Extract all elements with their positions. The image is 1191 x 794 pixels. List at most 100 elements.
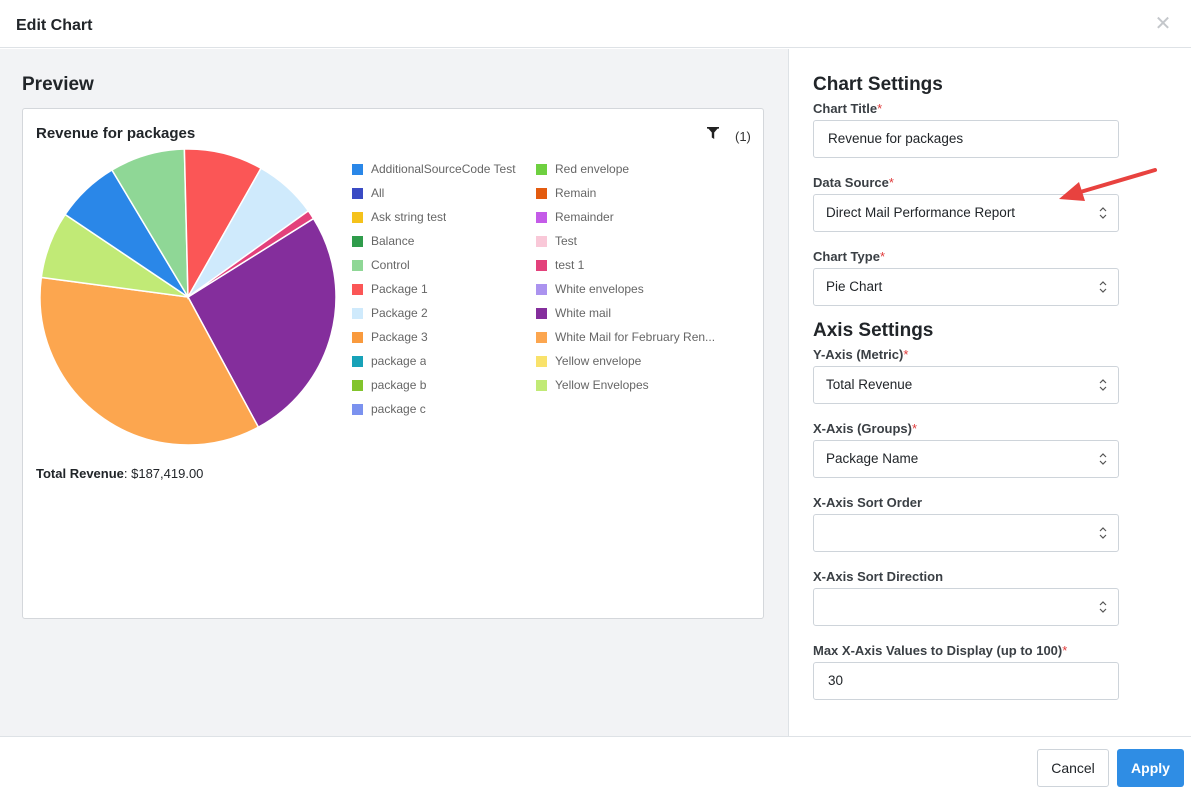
legend-swatch xyxy=(536,283,547,295)
legend-swatch xyxy=(536,307,547,319)
legend-swatch xyxy=(536,355,547,367)
close-icon[interactable]: ✕ xyxy=(1154,11,1172,35)
legend-label: Balance xyxy=(371,234,415,248)
select-arrows-icon xyxy=(1099,527,1107,539)
settings-pane: Chart Settings Chart Title* Revenue for … xyxy=(789,49,1191,736)
legend-item[interactable]: package c xyxy=(352,401,426,417)
legend-item[interactable]: Yellow Envelopes xyxy=(536,377,649,393)
legend-label: Package 2 xyxy=(371,306,428,320)
legend-item[interactable]: White Mail for February Ren... xyxy=(536,329,715,345)
pie-chart xyxy=(39,148,337,446)
x-axis-label: X-Axis (Groups)* xyxy=(813,421,918,436)
legend-item[interactable]: package b xyxy=(352,377,426,393)
data-source-label: Data Source* xyxy=(813,175,894,190)
max-values-input[interactable]: 30 xyxy=(813,662,1119,700)
max-values-label: Max X-Axis Values to Display (up to 100)… xyxy=(813,643,1068,658)
annotation-arrow xyxy=(1059,168,1157,201)
legend-item[interactable]: Test xyxy=(536,233,577,249)
legend-item[interactable]: package a xyxy=(352,353,426,369)
legend-label: Yellow Envelopes xyxy=(555,378,649,392)
legend-item[interactable]: Remain xyxy=(536,185,596,201)
select-arrows-icon xyxy=(1099,207,1107,219)
legend-swatch xyxy=(352,379,363,391)
legend-swatch xyxy=(352,163,363,175)
legend-label: Control xyxy=(371,258,410,272)
legend-label: package b xyxy=(371,378,427,392)
pie-slice[interactable] xyxy=(187,217,337,429)
chart-title-input[interactable]: Revenue for packages xyxy=(813,120,1119,158)
chart-type-value: Pie Chart xyxy=(826,279,883,294)
legend-item[interactable]: Package 3 xyxy=(352,329,428,345)
x-sort-order-select[interactable] xyxy=(813,514,1119,552)
legend-label: package c xyxy=(371,402,426,416)
legend-swatch xyxy=(352,235,363,247)
data-source-value: Direct Mail Performance Report xyxy=(826,205,1016,220)
legend-swatch xyxy=(536,379,547,391)
legend-label: Test xyxy=(555,234,578,248)
legend-label: White Mail for February Ren... xyxy=(555,330,716,344)
legend-swatch xyxy=(536,187,547,199)
legend-label: Remainder xyxy=(555,210,614,224)
legend-swatch xyxy=(352,403,363,415)
legend-swatch xyxy=(352,283,363,295)
legend-item[interactable]: Balance xyxy=(352,233,414,249)
legend-label: AdditionalSourceCode Test xyxy=(371,162,516,176)
legend-swatch xyxy=(536,163,547,175)
chart-settings-heading: Chart Settings xyxy=(813,74,943,95)
dialog-footer: Cancel Apply xyxy=(0,736,1191,794)
apply-button[interactable]: Apply xyxy=(1117,749,1184,787)
chart-type-select[interactable]: Pie Chart xyxy=(813,268,1119,306)
y-axis-label: Y-Axis (Metric)* xyxy=(813,347,909,362)
legend-item[interactable]: AdditionalSourceCode Test xyxy=(352,161,516,177)
legend-label: All xyxy=(371,186,385,200)
y-axis-value: Total Revenue xyxy=(826,377,913,392)
x-sort-direction-select[interactable] xyxy=(813,588,1119,626)
legend-swatch xyxy=(536,211,547,223)
preview-heading: Preview xyxy=(22,74,94,95)
filter-icon[interactable] xyxy=(706,126,720,140)
legend-item[interactable]: Remainder xyxy=(536,209,614,225)
pie-slice[interactable] xyxy=(39,276,260,446)
chart-card: Revenue for packages (1) AdditionalSourc… xyxy=(22,108,764,619)
legend-swatch xyxy=(536,259,547,271)
legend-item[interactable]: test 1 xyxy=(536,257,584,273)
legend-item[interactable]: Package 2 xyxy=(352,305,428,321)
total-revenue-label: Total Revenue xyxy=(36,466,124,481)
x-axis-select[interactable]: Package Name xyxy=(813,440,1119,478)
legend-item[interactable]: Package 1 xyxy=(352,281,428,297)
legend-item[interactable]: Yellow envelope xyxy=(536,353,641,369)
axis-settings-heading: Axis Settings xyxy=(813,320,934,341)
legend-swatch xyxy=(352,307,363,319)
data-source-select[interactable]: Direct Mail Performance Report xyxy=(813,194,1119,232)
legend-item[interactable]: All xyxy=(352,185,384,201)
legend-item[interactable]: Red envelope xyxy=(536,161,629,177)
x-sort-order-label: X-Axis Sort Order xyxy=(813,495,923,510)
total-revenue: Total Revenue: $187,419.00 xyxy=(36,466,203,481)
chart-type-label: Chart Type* xyxy=(813,249,885,264)
legend-swatch xyxy=(536,235,547,247)
preview-pane: Preview Revenue for packages (1) Additio… xyxy=(0,49,788,736)
legend-item[interactable]: White envelopes xyxy=(536,281,644,297)
legend-swatch xyxy=(352,211,363,223)
legend-item[interactable]: White mail xyxy=(536,305,611,321)
select-arrows-icon xyxy=(1099,281,1107,293)
pie-slice[interactable] xyxy=(187,209,315,298)
legend-swatch xyxy=(352,187,363,199)
legend-swatch xyxy=(352,355,363,367)
legend-swatch xyxy=(352,331,363,343)
pane-divider xyxy=(788,49,789,736)
legend-item[interactable]: Ask string test xyxy=(352,209,446,225)
y-axis-select[interactable]: Total Revenue xyxy=(813,366,1119,404)
legend-label: Red envelope xyxy=(555,162,630,176)
x-axis-value: Package Name xyxy=(826,451,919,466)
legend-label: test 1 xyxy=(555,258,585,272)
legend-swatch xyxy=(536,331,547,343)
legend-label: Package 3 xyxy=(371,330,428,344)
legend-item[interactable]: Control xyxy=(352,257,410,273)
dialog-header: Edit Chart ✕ xyxy=(0,0,1191,48)
cancel-button[interactable]: Cancel xyxy=(1037,749,1109,787)
select-arrows-icon xyxy=(1099,601,1107,613)
legend-label: Ask string test xyxy=(371,210,447,224)
filter-count: (1) xyxy=(735,129,751,144)
select-arrows-icon xyxy=(1099,379,1107,391)
